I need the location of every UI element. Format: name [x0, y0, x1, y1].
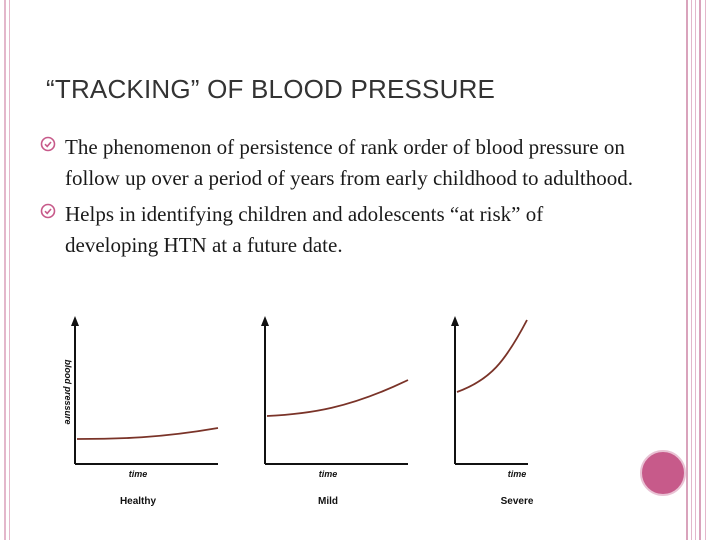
series-line-mild: [266, 379, 409, 417]
bullet-text: The phenomenon of persistence of rank or…: [65, 135, 634, 190]
series-line-severe: [456, 319, 528, 393]
right-decorative-stripes: [686, 0, 720, 540]
y-axis-label: blood pressure: [63, 359, 73, 424]
bullet-item: The phenomenon of persistence of rank or…: [40, 132, 640, 194]
y-axis-arrow: [261, 316, 269, 326]
decorative-circle: [640, 450, 686, 496]
bullet-item: Helps in identifying children and adoles…: [40, 199, 640, 261]
panel-title-healthy: Healthy: [120, 496, 157, 507]
circle-check-icon: [40, 203, 56, 219]
chart-panel-healthy: blood pressure time Healthy: [63, 316, 219, 507]
chart-panel-severe: time Severe: [451, 316, 534, 507]
x-axis-label: time: [129, 469, 148, 479]
series-line-healthy: [76, 427, 219, 440]
y-axis-arrow: [451, 316, 459, 326]
y-axis-arrow: [71, 316, 79, 326]
left-decorative-stripes: [0, 0, 14, 540]
chart-panel-mild: time Mild: [261, 316, 409, 507]
x-axis-label: time: [319, 469, 338, 479]
panel-title-mild: Mild: [318, 496, 338, 507]
bullet-list: The phenomenon of persistence of rank or…: [40, 132, 640, 266]
bp-tracking-figure: blood pressure time Healthy time Mild ti…: [63, 316, 534, 507]
bullet-text: Helps in identifying children and adoles…: [65, 202, 544, 257]
slide-title: “TRACKING” OF BLOOD PRESSURE: [46, 74, 496, 104]
x-axis-label: time: [508, 469, 527, 479]
circle-check-icon: [40, 136, 56, 152]
panel-title-severe: Severe: [501, 496, 534, 507]
